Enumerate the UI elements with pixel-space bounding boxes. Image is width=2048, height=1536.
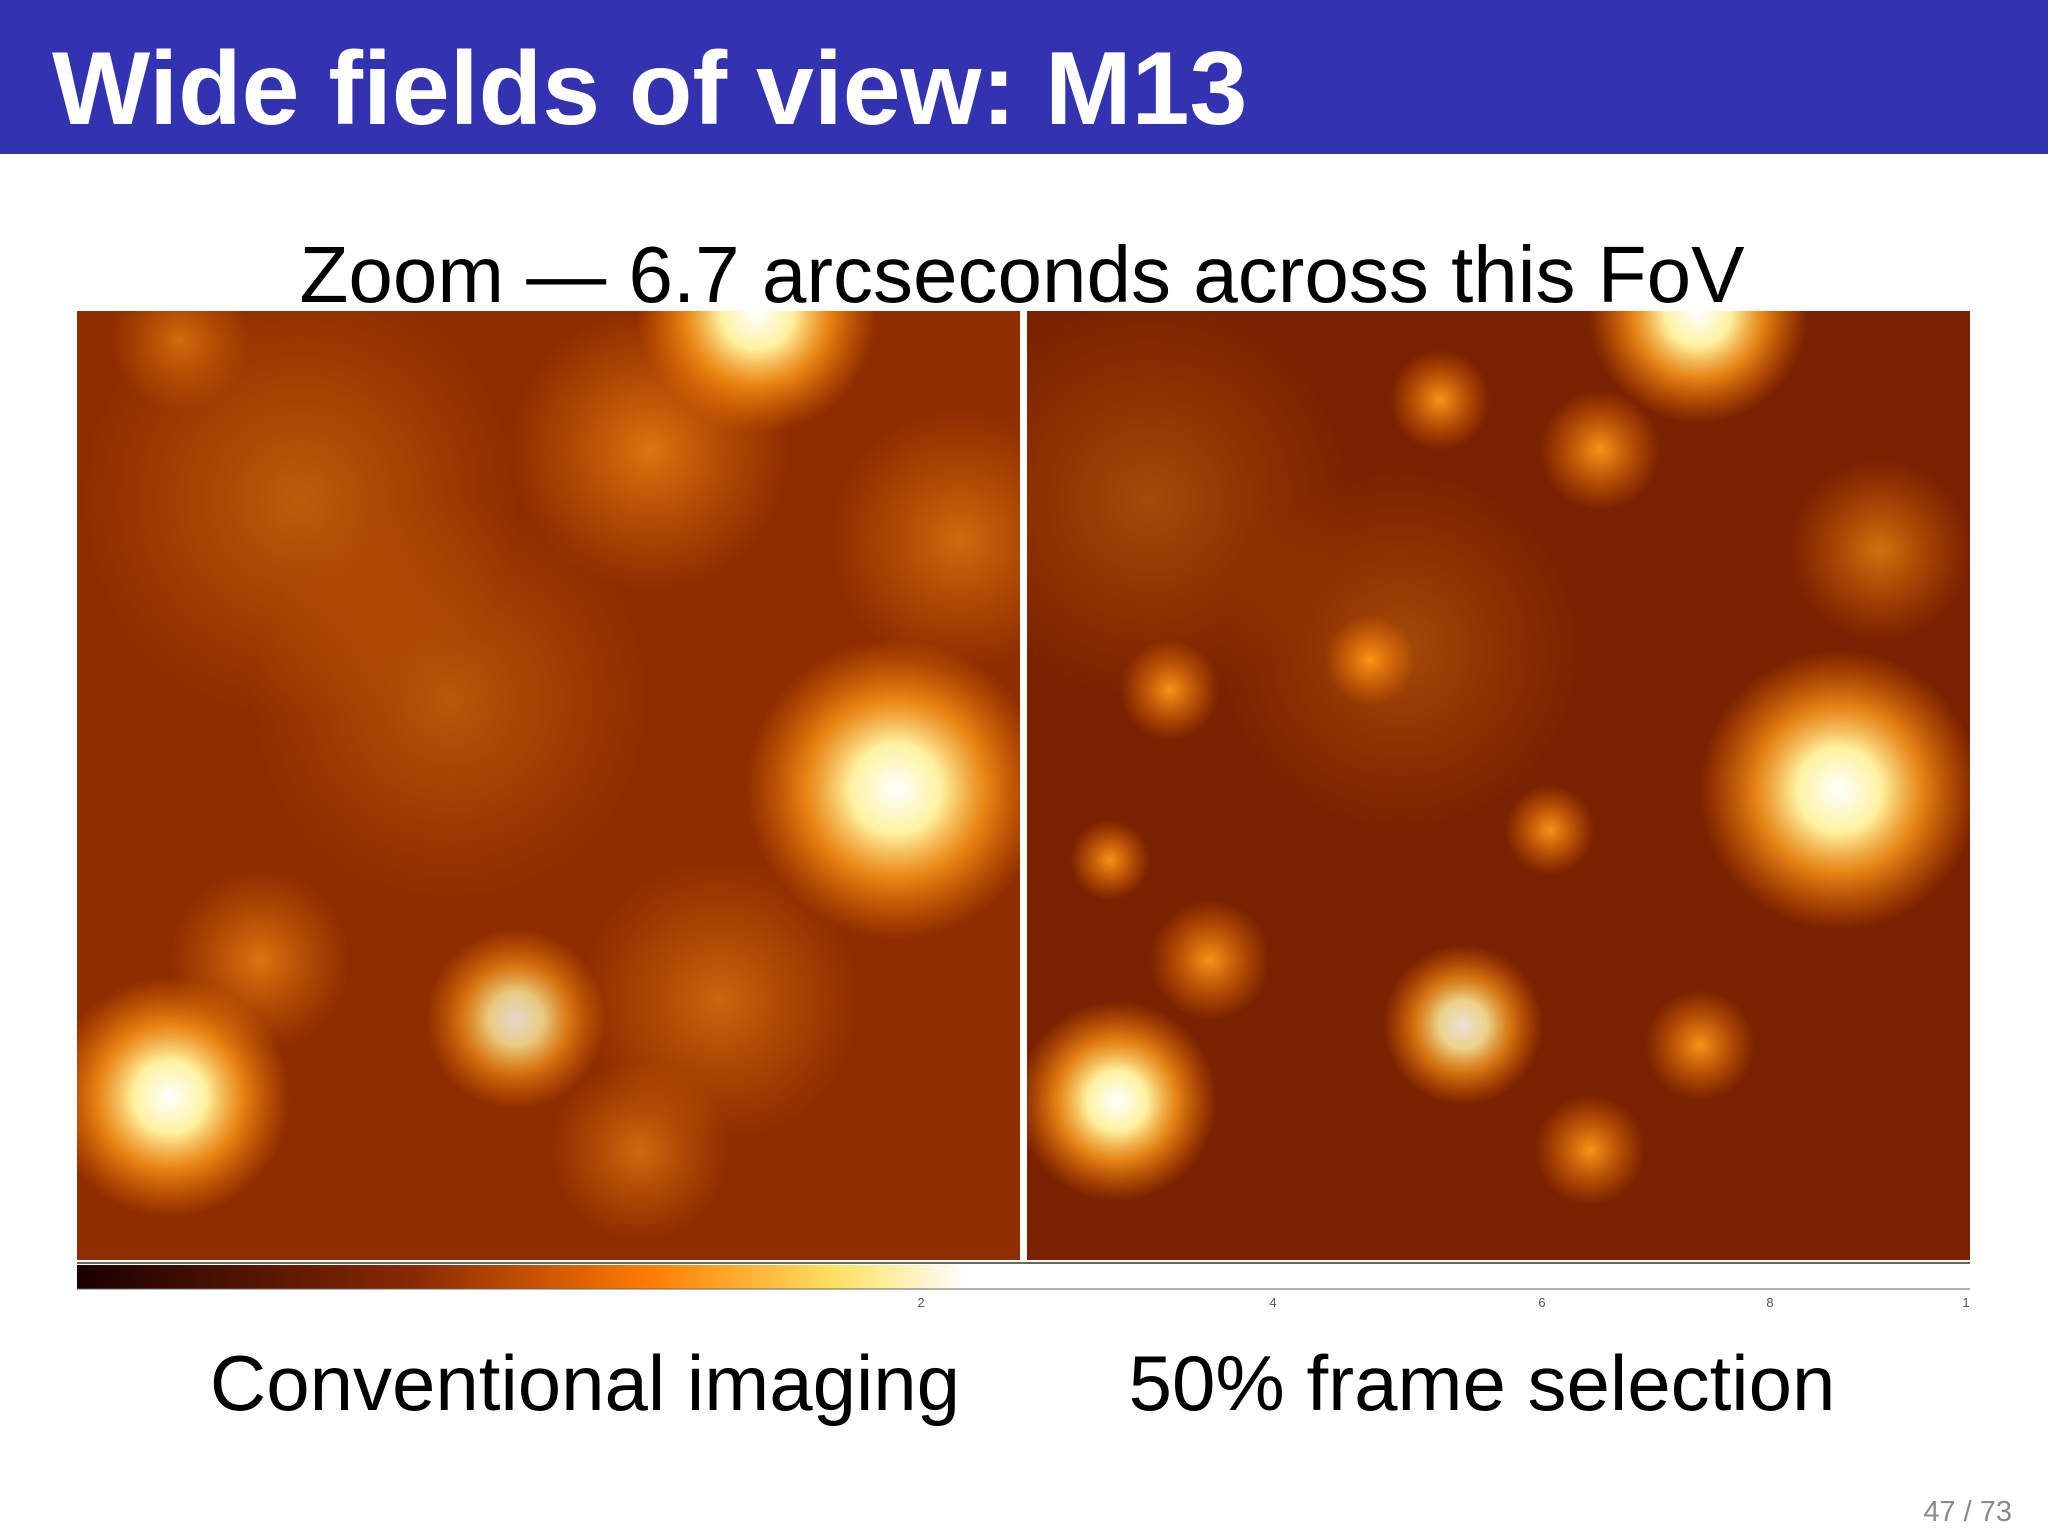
colorbar-tick-label: 4: [1269, 1295, 1276, 1310]
colorbar-tick-label: 1: [1962, 1295, 1969, 1310]
colorbar-tick-label: 2: [917, 1295, 924, 1310]
colorbar-tick-label: 8: [1766, 1295, 1773, 1310]
colorbar: [77, 1265, 1970, 1289]
subtitle: Zoom — 6.7 arcseconds across this FoV: [300, 230, 1746, 319]
caption-right: 50% frame selection: [1129, 1339, 1836, 1427]
slide-title: Wide fields of view: M13: [52, 31, 1247, 147]
colorbar-tick-label: 6: [1538, 1295, 1545, 1310]
caption-left: Conventional imaging: [210, 1339, 960, 1427]
frame-selection-image: [1027, 311, 1970, 1260]
conventional-image: [77, 311, 1020, 1260]
page-number: 47 / 73: [1923, 1496, 2012, 1528]
header-bar: [0, 0, 2048, 154]
